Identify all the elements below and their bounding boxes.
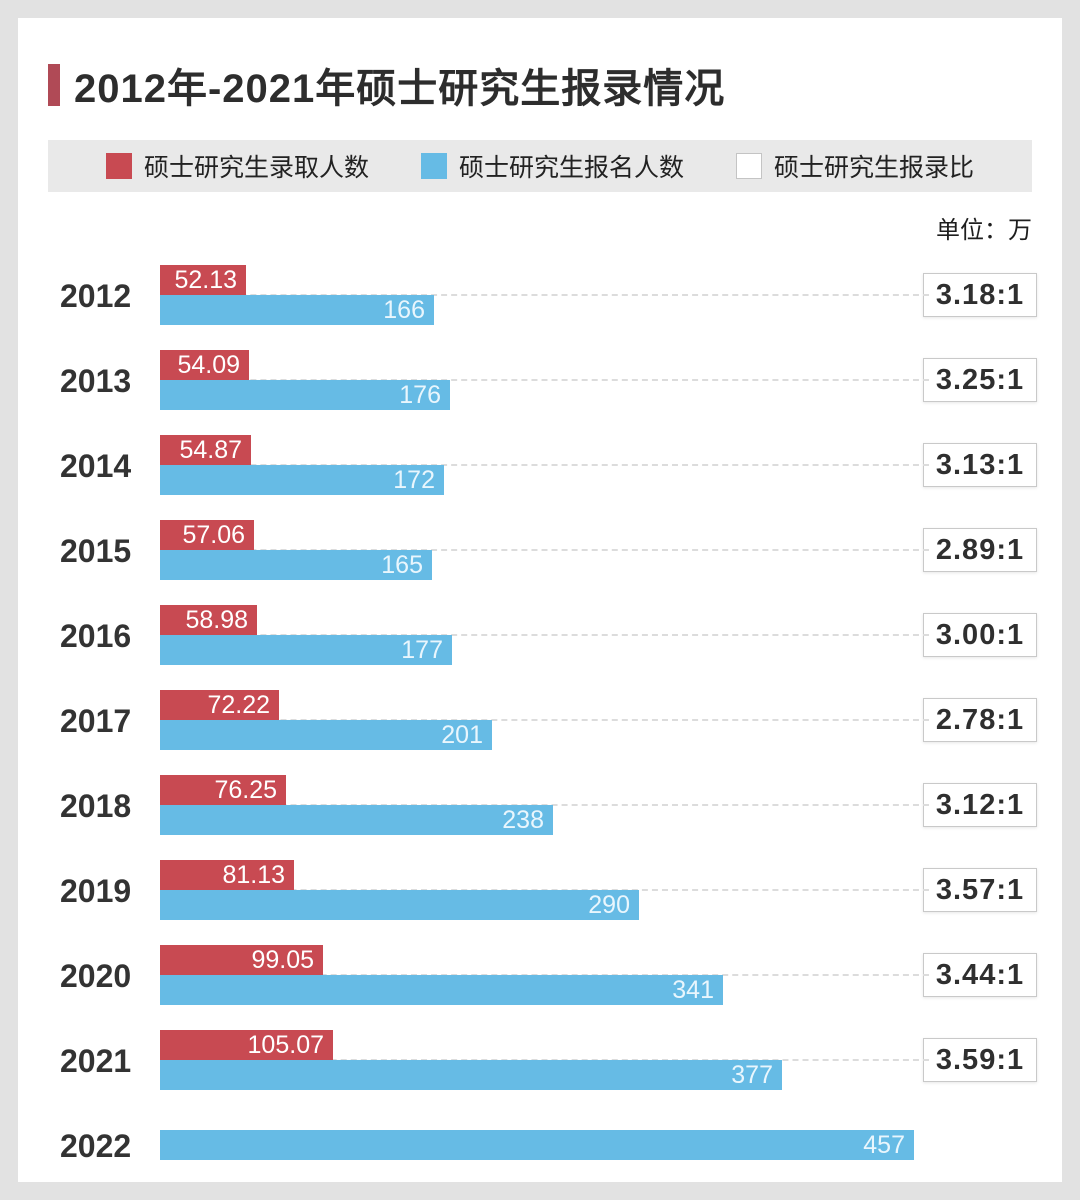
row-bars: 54.87 172 (160, 435, 929, 495)
year-label: 2021 (60, 1043, 132, 1079)
row-bars: 72.22 201 (160, 690, 929, 750)
admitted-bar: 54.09 (160, 350, 249, 380)
ratio-box: 3.18:1 (923, 273, 1037, 317)
applicants-bar: 290 (160, 890, 639, 920)
row-bars: 57.06 165 (160, 520, 929, 580)
ratio-slot: 3.13:1 (923, 435, 1037, 495)
admitted-bar: 76.25 (160, 775, 286, 805)
unit-label: 单位：万 (936, 217, 1032, 244)
legend: 硕士研究生录取人数 硕士研究生报名人数 硕士研究生报录比 (48, 140, 1032, 192)
ratio-slot: 3.12:1 (923, 775, 1037, 835)
admitted-bar: 52.13 (160, 265, 246, 295)
applicants-bar: 166 (160, 295, 434, 325)
year-label: 2022 (60, 1128, 132, 1164)
admitted-bar: 105.07 (160, 1030, 333, 1060)
legend-item-label: 硕士研究生报录比 (774, 154, 975, 182)
chart-rows: 2012 52.13 166 3.18:1 2013 54.09 176 3.2… (18, 265, 1037, 1175)
row-bars: 58.98 177 (160, 605, 929, 665)
year-label: 2020 (60, 958, 132, 994)
admitted-bar: 99.05 (160, 945, 323, 975)
title-row: 2012年-2021年硕士研究生报录情况 (48, 56, 1032, 114)
admitted-bar: 58.98 (160, 605, 257, 635)
row-bars: 81.13 290 (160, 860, 929, 920)
ratio-box: 3.44:1 (923, 953, 1037, 997)
year-label: 2015 (60, 533, 132, 569)
chart-row: 2019 81.13 290 3.57:1 (60, 860, 1037, 920)
chart-row: 2014 54.87 172 3.13:1 (60, 435, 1037, 495)
row-bars: 99.05 341 (160, 945, 929, 1005)
chart-row: 2017 72.22 201 2.78:1 (60, 690, 1037, 750)
applicants-bar: 457 (160, 1130, 914, 1160)
legend-swatch-icon (736, 153, 762, 179)
row-bars: 457 (160, 1115, 923, 1175)
applicants-bar: 341 (160, 975, 723, 1005)
admitted-bar: 54.87 (160, 435, 251, 465)
dashed-gridline (160, 464, 929, 466)
dashed-gridline (160, 719, 929, 721)
ratio-slot: 3.57:1 (923, 860, 1037, 920)
legend-swatch-icon (420, 153, 447, 179)
ratio-slot: 3.25:1 (923, 350, 1037, 410)
ratio-box: 3.12:1 (923, 783, 1037, 827)
year-label: 2018 (60, 788, 132, 824)
ratio-box: 3.57:1 (923, 868, 1037, 912)
chart-card: 2012年-2021年硕士研究生报录情况 硕士研究生录取人数 硕士研究生报名人数… (18, 18, 1062, 1182)
admitted-bar: 81.13 (160, 860, 294, 890)
applicants-bar: 201 (160, 720, 492, 750)
legend-item-label: 硕士研究生录取人数 (143, 154, 369, 182)
ratio-box: 2.89:1 (923, 528, 1037, 572)
ratio-box: 3.00:1 (923, 613, 1037, 657)
applicants-bar: 238 (160, 805, 553, 835)
row-bars: 105.07 377 (160, 1030, 929, 1090)
applicants-bar: 176 (160, 380, 450, 410)
legend-item-label: 硕士研究生报名人数 (458, 154, 684, 182)
ratio-slot: 3.44:1 (923, 945, 1037, 1005)
ratio-slot: 2.89:1 (923, 520, 1037, 580)
ratio-box: 2.78:1 (923, 698, 1037, 742)
legend-item: 硕士研究生报录比 (736, 148, 974, 184)
legend-item: 硕士研究生录取人数 (105, 148, 369, 184)
ratio-slot: 3.59:1 (923, 1030, 1037, 1090)
dashed-gridline (160, 379, 929, 381)
chart-row: 2022 457 (60, 1115, 1037, 1175)
year-label: 2019 (60, 873, 132, 909)
chart-row: 2020 99.05 341 3.44:1 (60, 945, 1037, 1005)
applicants-bar: 177 (160, 635, 452, 665)
year-label: 2013 (60, 363, 132, 399)
ratio-slot: 3.00:1 (923, 605, 1037, 665)
applicants-bar: 172 (160, 465, 444, 495)
chart-row: 2013 54.09 176 3.25:1 (60, 350, 1037, 410)
ratio-slot: 2.78:1 (923, 690, 1037, 750)
page-title: 2012年-2021年硕士研究生报录情况 (74, 67, 726, 111)
row-bars: 76.25 238 (160, 775, 929, 835)
year-label: 2016 (60, 618, 132, 654)
chart-row: 2012 52.13 166 3.18:1 (60, 265, 1037, 325)
year-label: 2014 (60, 448, 132, 484)
legend-swatch-icon (105, 153, 132, 179)
chart-row: 2018 76.25 238 3.12:1 (60, 775, 1037, 835)
chart-row: 2021 105.07 377 3.59:1 (60, 1030, 1037, 1090)
applicants-bar: 377 (160, 1060, 782, 1090)
row-bars: 52.13 166 (160, 265, 929, 325)
ratio-slot: 3.18:1 (923, 265, 1037, 325)
admitted-bar: 57.06 (160, 520, 254, 550)
applicants-bar: 165 (160, 550, 432, 580)
chart-row: 2016 58.98 177 3.00:1 (60, 605, 1037, 665)
dashed-gridline (160, 549, 929, 551)
year-label: 2012 (60, 278, 132, 314)
year-label: 2017 (60, 703, 132, 739)
dashed-gridline (160, 634, 929, 636)
dashed-gridline (160, 294, 929, 296)
ratio-slot (923, 1115, 1037, 1175)
chart-row: 2015 57.06 165 2.89:1 (60, 520, 1037, 580)
ratio-box: 3.25:1 (923, 358, 1037, 402)
legend-item: 硕士研究生报名人数 (420, 148, 684, 184)
admitted-bar: 72.22 (160, 690, 279, 720)
row-bars: 54.09 176 (160, 350, 929, 410)
ratio-box: 3.13:1 (923, 443, 1037, 487)
title-accent-bar (48, 64, 60, 106)
ratio-box: 3.59:1 (923, 1038, 1037, 1082)
